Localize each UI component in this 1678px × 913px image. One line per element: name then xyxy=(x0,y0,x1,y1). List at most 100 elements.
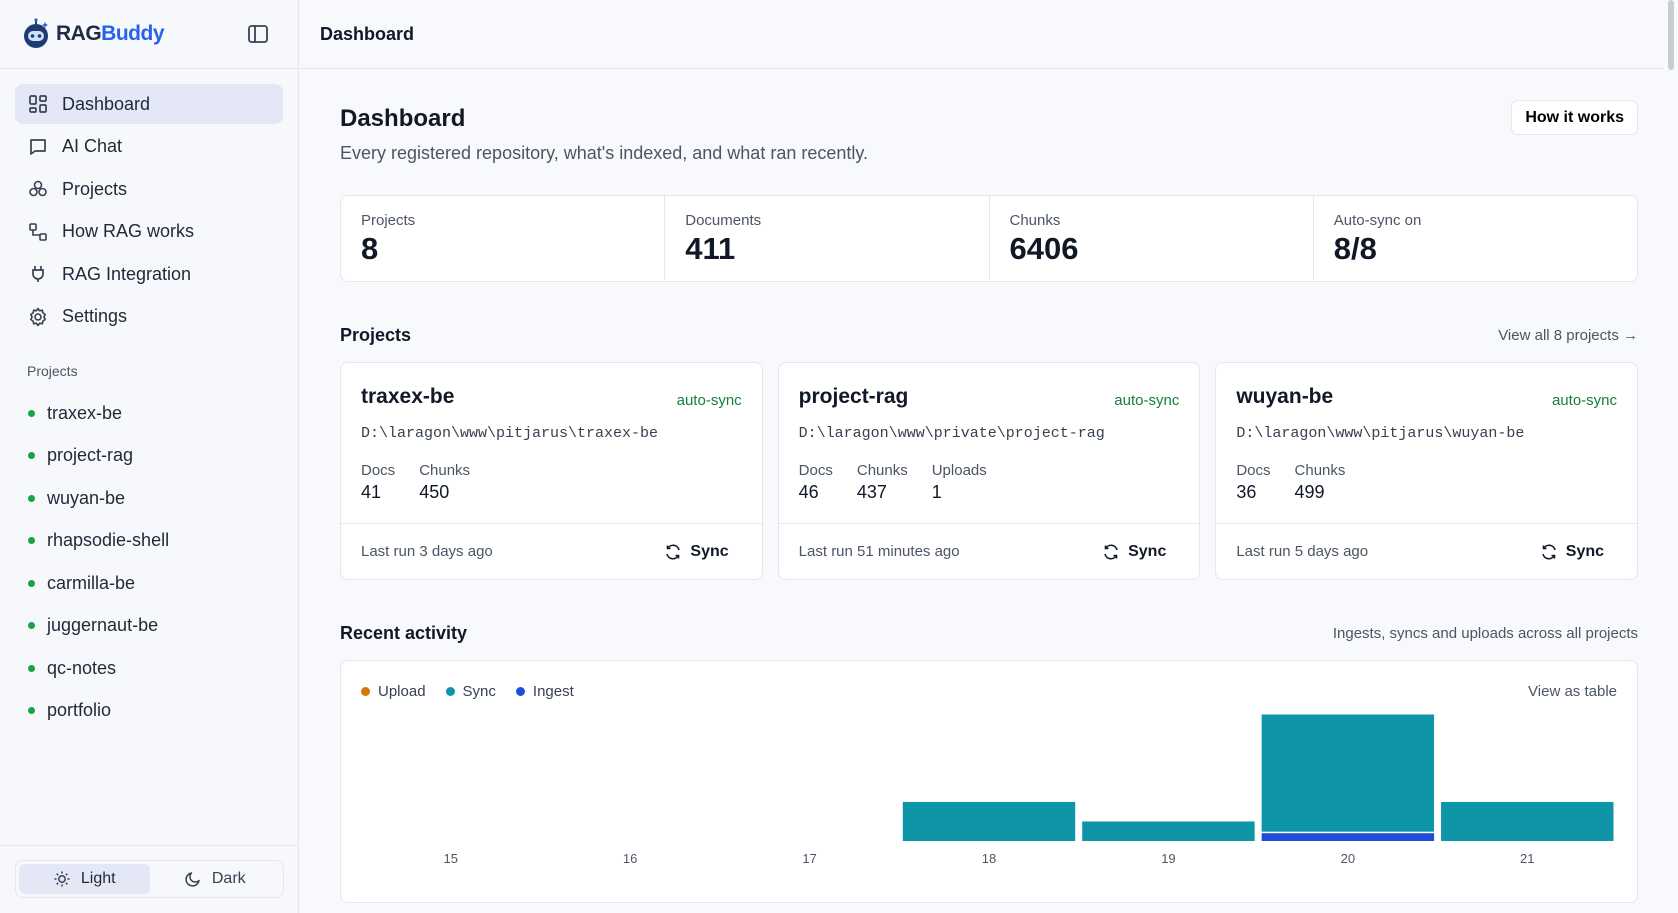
refresh-icon xyxy=(1541,544,1556,559)
last-run-text: Last run 5 days ago xyxy=(1236,543,1369,560)
project-name: carmilla-be xyxy=(47,572,136,593)
sidebar-project-carmilla-be[interactable]: carmilla-be xyxy=(28,562,298,605)
main-nav: Dashboard AI Chat Projects How RAG works… xyxy=(0,69,298,337)
project-metrics: Docs 46 Chunks 437 Uploads 1 xyxy=(799,462,987,503)
stat-auto-sync: Auto-sync on 8/8 xyxy=(1314,196,1637,281)
view-all-projects-link[interactable]: View all 8 projects → xyxy=(1498,327,1638,344)
stat-value: 6406 xyxy=(1009,231,1079,266)
view-as-table-link[interactable]: View as table xyxy=(1528,683,1617,700)
status-dot xyxy=(28,664,35,672)
sync-button[interactable]: Sync xyxy=(664,543,729,561)
sync-button[interactable]: Sync xyxy=(1540,543,1604,561)
theme-dark-label: Dark xyxy=(211,870,246,887)
page-subtitle: Every registered repository, what's inde… xyxy=(340,143,869,163)
project-card-wuyan-be[interactable]: wuyan-be auto-sync D:\laragon\www\pitjar… xyxy=(1215,362,1639,580)
status-dot xyxy=(28,452,35,460)
refresh-icon xyxy=(1104,544,1118,559)
chart-legend: Upload Sync Ingest xyxy=(361,683,574,700)
metric-docs: Docs 41 xyxy=(361,462,396,502)
nav-item-rag-integration[interactable]: RAG Integration xyxy=(15,254,283,294)
auto-sync-badge: auto-sync xyxy=(1551,392,1618,409)
bar-sync-19[interactable] xyxy=(1082,821,1255,841)
project-card-footer: Last run 51 minutes ago Sync xyxy=(778,523,1200,579)
project-card-name: project-rag xyxy=(798,385,909,408)
project-path: D:\laragon\www\pitjarus\wuyan-be xyxy=(1236,425,1525,442)
bar-sync-18[interactable] xyxy=(902,801,1076,841)
sidebar-project-project-rag[interactable]: project-rag xyxy=(28,435,298,478)
project-name: rhapsodie-shell xyxy=(47,530,170,551)
nav-label: Dashboard xyxy=(62,93,151,114)
stat-value: 411 xyxy=(685,231,736,266)
gear-icon xyxy=(28,307,48,327)
stat-projects: Projects 8 xyxy=(341,196,666,281)
theme-dark-button[interactable]: Dark xyxy=(150,864,281,894)
bar-sync-21[interactable] xyxy=(1441,801,1614,841)
metric-docs: Docs 46 xyxy=(798,462,833,502)
nav-label: RAG Integration xyxy=(62,263,192,284)
how-it-works-button[interactable]: How it works xyxy=(1511,100,1638,135)
bar-sync-20[interactable] xyxy=(1261,714,1435,832)
status-dot xyxy=(28,707,35,715)
sidebar: RAGBuddy Dashboard AI Chat Projects How … xyxy=(0,0,299,913)
activity-section-title: Recent activity xyxy=(340,623,468,643)
metric-docs: Docs 36 xyxy=(1236,462,1271,502)
legend-swatch xyxy=(515,687,525,696)
chat-icon xyxy=(28,137,48,157)
project-card-name: traxex-be xyxy=(361,385,455,408)
plug-icon xyxy=(28,264,48,284)
project-card-name: wuyan-be xyxy=(1236,385,1334,408)
x-tick-label: 18 xyxy=(982,851,996,866)
status-dot xyxy=(28,494,35,502)
nav-label: Projects xyxy=(62,178,128,199)
auto-sync-badge: auto-sync xyxy=(676,392,742,409)
sidebar-project-rhapsodie-shell[interactable]: rhapsodie-shell xyxy=(28,520,298,563)
nav-item-projects[interactable]: Projects xyxy=(15,169,283,209)
project-name: project-rag xyxy=(47,445,134,466)
nav-label: Settings xyxy=(62,306,128,326)
sidebar-toggle-icon[interactable] xyxy=(247,24,269,44)
activity-chart-panel: Upload Sync Ingest View as table 15 16 17 1… xyxy=(340,660,1638,903)
scrollbar-thumb[interactable] xyxy=(1668,0,1674,70)
project-path: D:\laragon\www\private\project-rag xyxy=(798,425,1105,442)
refresh-icon xyxy=(666,544,681,559)
sidebar-project-qc-notes[interactable]: qc-notes xyxy=(28,647,298,690)
activity-bar-chart: 15 16 17 18 19 20 21 xyxy=(443,714,1614,866)
project-card-footer: Last run 3 days ago Sync xyxy=(341,523,762,579)
auto-sync-badge: auto-sync xyxy=(1114,392,1180,409)
moon-icon xyxy=(185,872,200,887)
project-name: portfolio xyxy=(47,700,112,721)
theme-light-button[interactable]: Light xyxy=(19,864,150,894)
projects-heading: Projects xyxy=(27,363,78,379)
nav-item-how-rag-works[interactable]: How RAG works xyxy=(15,212,283,252)
brand-name: RAGBuddy xyxy=(56,22,164,45)
nav-item-ai-chat[interactable]: AI Chat xyxy=(15,127,283,167)
legend-upload: Upload xyxy=(361,683,426,700)
sidebar-project-juggernaut-be[interactable]: juggernaut-be xyxy=(28,605,298,648)
scrollbar[interactable] xyxy=(1664,0,1678,913)
sun-icon xyxy=(54,871,70,887)
stat-value: 8/8 xyxy=(1333,231,1377,266)
metric-chunks: Chunks 499 xyxy=(1294,462,1346,502)
project-path: D:\laragon\www\pitjarus\traxex-be xyxy=(361,425,659,442)
x-tick-label: 20 xyxy=(1341,851,1355,866)
sidebar-project-traxex-be[interactable]: traxex-be xyxy=(28,392,298,435)
x-tick-label: 17 xyxy=(802,851,816,866)
legend-sync: Sync xyxy=(445,683,496,700)
dashboard-icon xyxy=(28,94,48,114)
x-tick-label: 15 xyxy=(443,851,457,866)
sidebar-project-wuyan-be[interactable]: wuyan-be xyxy=(28,477,298,520)
project-card-project-rag[interactable]: project-rag auto-sync D:\laragon\www\pri… xyxy=(777,362,1201,580)
last-run-text: Last run 51 minutes ago xyxy=(798,543,960,560)
project-list: traxex-be project-rag wuyan-be rhapsodie… xyxy=(0,392,298,732)
x-tick-label: 19 xyxy=(1161,851,1175,866)
nav-item-dashboard[interactable]: Dashboard xyxy=(15,84,283,124)
brand[interactable]: RAGBuddy xyxy=(0,0,298,69)
sync-button[interactable]: Sync xyxy=(1102,543,1166,561)
bar-ingest-20[interactable] xyxy=(1261,833,1435,841)
nav-item-settings[interactable]: Settings xyxy=(15,297,283,337)
stat-label: Chunks xyxy=(1009,212,1061,229)
sidebar-project-portfolio[interactable]: portfolio xyxy=(28,690,298,733)
page-title: Dashboard xyxy=(340,105,466,132)
project-card-traxex-be[interactable]: traxex-be auto-sync D:\laragon\www\pitja… xyxy=(340,362,763,580)
project-card-footer: Last run 5 days ago Sync xyxy=(1216,523,1638,579)
